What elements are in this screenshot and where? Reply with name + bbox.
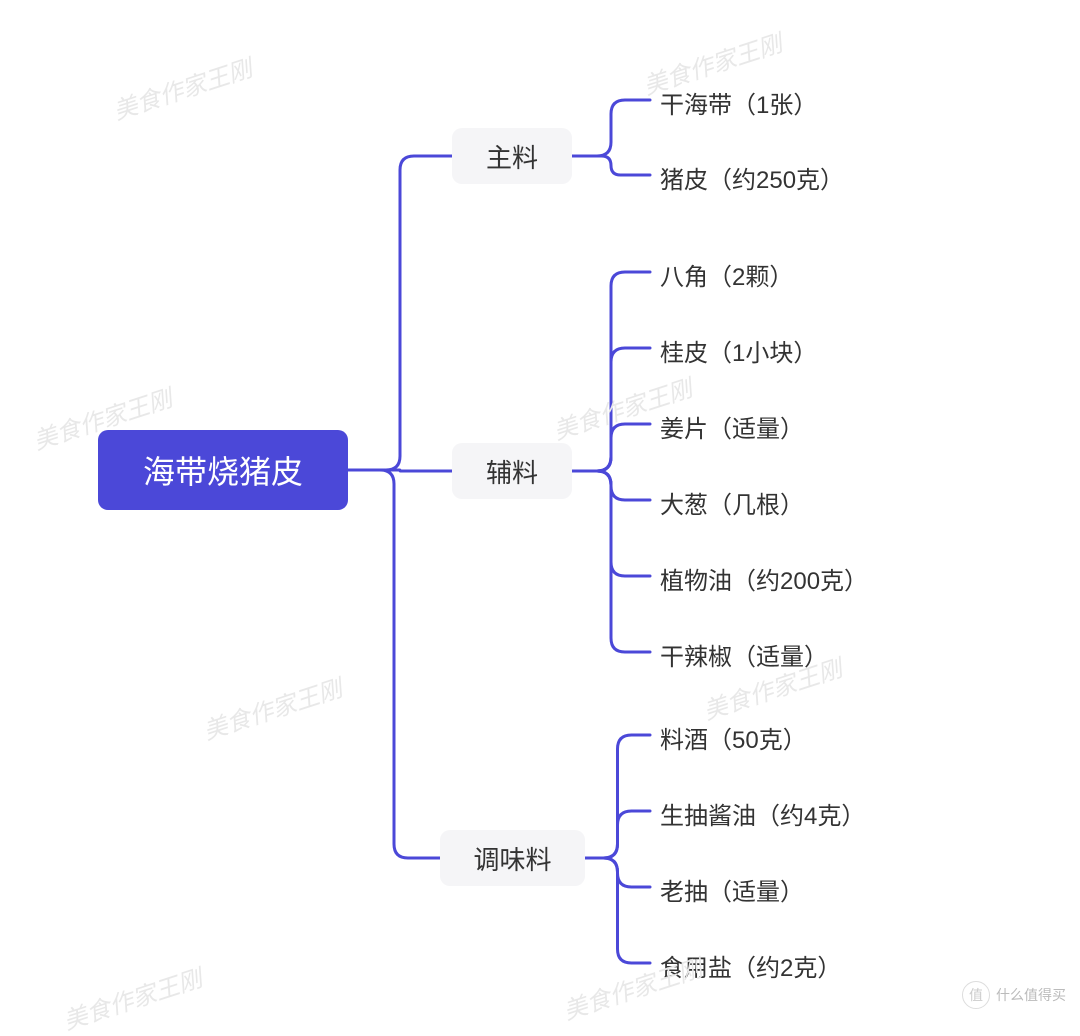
leaf-node: 料酒（50克） xyxy=(660,720,807,755)
leaf-node: 干海带（1张） xyxy=(660,85,817,120)
leaf-node: 干辣椒（适量） xyxy=(660,637,828,672)
leaf-node: 老抽（适量） xyxy=(660,872,804,907)
badge-text: 什么值得买 xyxy=(996,985,1066,1005)
leaf-node: 桂皮（1小块） xyxy=(660,333,817,368)
category-node-seasonings[interactable]: 调味料 xyxy=(440,830,585,886)
leaf-node: 姜片（适量） xyxy=(660,409,804,444)
leaf-node: 大葱（几根） xyxy=(660,485,804,520)
leaf-node: 八角（2颗） xyxy=(660,257,793,292)
root-node[interactable]: 海带烧猪皮 xyxy=(98,430,348,510)
leaf-node: 植物油（约200克） xyxy=(660,561,868,596)
leaf-node: 猪皮（约250克） xyxy=(660,160,844,195)
site-badge: 值 什么值得买 xyxy=(962,981,1066,1009)
category-node-aux-ingredients[interactable]: 辅料 xyxy=(452,443,572,499)
category-node-main-ingredients[interactable]: 主料 xyxy=(452,128,572,184)
badge-icon: 值 xyxy=(962,981,990,1009)
leaf-node: 食用盐（约2克） xyxy=(660,948,841,983)
leaf-node: 生抽酱油（约4克） xyxy=(660,796,865,831)
